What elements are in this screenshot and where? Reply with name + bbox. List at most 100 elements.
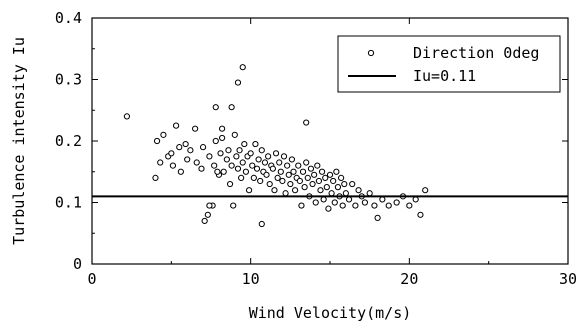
- data-point: [271, 187, 278, 194]
- x-tick-label: 20: [400, 270, 418, 288]
- data-point: [247, 150, 254, 157]
- data-point: [153, 137, 161, 145]
- data-point: [312, 199, 319, 206]
- data-point: [123, 113, 131, 120]
- plot-area: [92, 64, 568, 228]
- data-point: [366, 190, 373, 197]
- data-point: [326, 171, 334, 178]
- axes: 0 10 20 30 0 0.1 0.2 0.3 0.4 Wind Velocity(m/s) Tu…: [10, 9, 577, 322]
- data-point: [214, 168, 221, 175]
- x-tick-label: 30: [559, 270, 577, 288]
- data-point: [228, 104, 235, 111]
- data-point: [361, 199, 369, 206]
- data-point: [274, 174, 281, 181]
- data-point: [169, 162, 177, 169]
- data-point: [333, 168, 340, 175]
- legend-marker-circle: [367, 49, 375, 57]
- x-tick-label: 0: [87, 270, 96, 288]
- data-point: [285, 171, 292, 178]
- data-point: [318, 168, 326, 175]
- data-point: [199, 144, 207, 151]
- data-point: [288, 156, 296, 163]
- data-point: [184, 156, 191, 163]
- data-point: [261, 159, 269, 166]
- data-point: [193, 159, 200, 166]
- y-tick-label: 0: [73, 255, 82, 273]
- data-point: [206, 202, 213, 209]
- data-point: [265, 153, 272, 160]
- y-tick-label: 0.2: [55, 132, 82, 150]
- data-point: [258, 220, 265, 228]
- data-point: [371, 202, 378, 209]
- data-point: [234, 165, 242, 172]
- data-point: [242, 168, 250, 175]
- data-point: [160, 131, 167, 138]
- data-point: [417, 211, 424, 218]
- data-point: [276, 159, 283, 166]
- data-point: [311, 171, 318, 178]
- data-point: [307, 165, 315, 172]
- data-point: [277, 168, 284, 175]
- y-tick-label: 0.1: [55, 194, 82, 212]
- data-point: [412, 196, 419, 203]
- data-point: [290, 168, 297, 175]
- data-point: [249, 162, 256, 169]
- data-point: [231, 131, 238, 138]
- data-point: [182, 140, 189, 148]
- data-point: [230, 202, 237, 209]
- data-point: [152, 174, 159, 181]
- data-point: [172, 122, 180, 129]
- data-point: [257, 177, 264, 185]
- data-point: [226, 180, 234, 188]
- data-point: [263, 171, 270, 178]
- data-point: [304, 174, 311, 181]
- data-point: [176, 144, 183, 151]
- data-point: [219, 134, 226, 142]
- data-point: [234, 79, 242, 86]
- data-point: [269, 165, 276, 172]
- data-point: [284, 162, 291, 169]
- data-point: [212, 137, 219, 145]
- data-point: [303, 159, 310, 166]
- data-point: [325, 205, 332, 212]
- y-tick-label: 0.3: [55, 71, 82, 89]
- data-point: [303, 119, 310, 126]
- data-point: [239, 159, 246, 166]
- data-point: [258, 147, 265, 154]
- data-point: [245, 187, 253, 194]
- data-point: [280, 153, 288, 160]
- legend-label: Iu=0.11: [413, 67, 476, 85]
- data-point: [317, 187, 324, 194]
- data-point: [393, 199, 400, 206]
- data-point: [338, 174, 345, 181]
- data-point: [315, 177, 322, 185]
- data-point: [385, 202, 392, 209]
- data-point: [291, 187, 299, 194]
- x-axis-label: Wind Velocity(m/s): [249, 304, 412, 322]
- data-point: [228, 162, 235, 169]
- data-point: [323, 184, 330, 191]
- data-point: [177, 168, 184, 175]
- data-point: [266, 180, 273, 188]
- data-point: [225, 147, 232, 154]
- data-point: [201, 217, 208, 225]
- data-point: [198, 165, 205, 172]
- data-point: [379, 196, 386, 203]
- data-point: [352, 202, 359, 209]
- data-point: [298, 202, 305, 209]
- data-point: [236, 147, 243, 154]
- data-point: [192, 125, 199, 132]
- data-point: [206, 153, 213, 160]
- y-tick-label: 0.4: [55, 9, 82, 27]
- data-point: [295, 162, 302, 169]
- data-point: [157, 159, 164, 166]
- data-point: [204, 211, 211, 218]
- data-point: [241, 140, 248, 148]
- data-point: [349, 180, 356, 188]
- data-point: [334, 184, 342, 191]
- data-point: [239, 64, 246, 71]
- data-point: [223, 156, 230, 163]
- x-tick-label: 10: [242, 270, 260, 288]
